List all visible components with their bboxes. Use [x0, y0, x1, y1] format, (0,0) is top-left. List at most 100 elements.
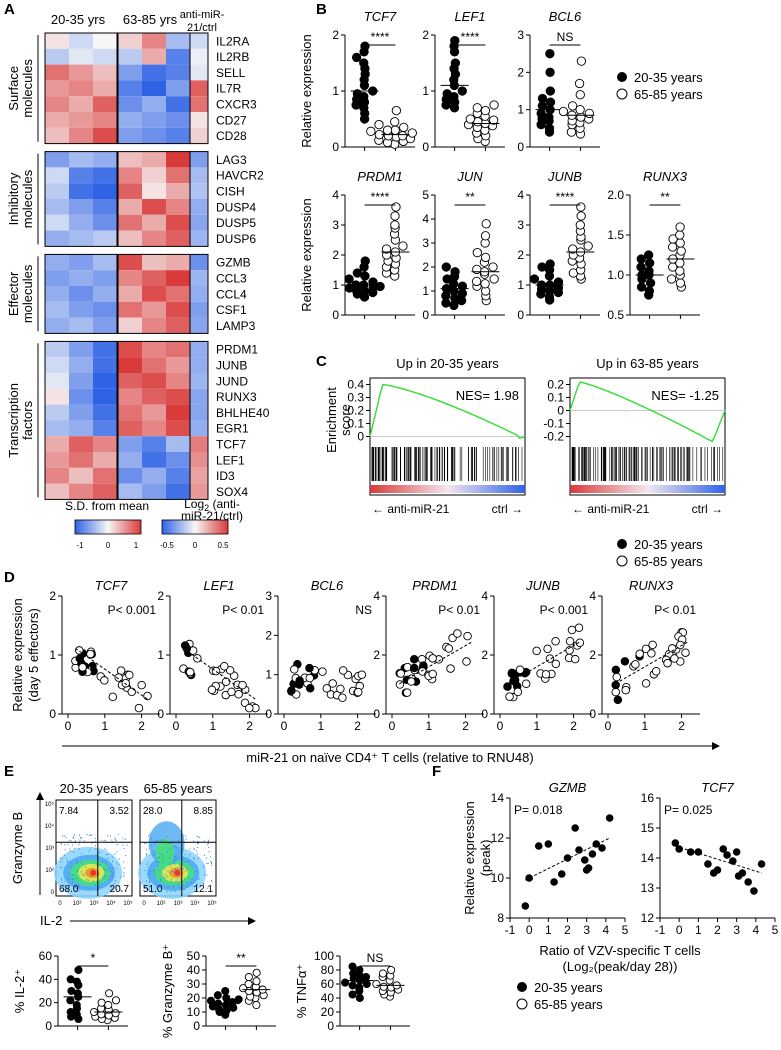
data-point-young: [620, 657, 630, 666]
heatmap-cell: [69, 199, 93, 215]
heatmap-cell: [69, 64, 93, 81]
data-point-old: [382, 125, 393, 135]
y-tick-label: 1: [332, 278, 339, 292]
data-point-old: [428, 669, 437, 679]
event-dot: [67, 860, 69, 862]
heatmap-cell-mir: [190, 48, 208, 65]
d-y-label-2: (day 5 effectors): [26, 608, 41, 702]
gsea-plot-1: Up in 20-35 years 0.40.30.20.10 NES= 1.98 ←…: [347, 356, 526, 516]
x-tick-label: 1: [545, 923, 552, 937]
data-point-old: [462, 657, 471, 666]
event-dot: [88, 834, 90, 836]
x-tick-label: 0: [497, 719, 504, 733]
heatmap-cell: [118, 127, 142, 144]
x-tick-label: 2: [462, 719, 469, 733]
event-dot: [157, 889, 159, 891]
flow-x-tick: 10⁵: [207, 900, 217, 907]
event-dot: [149, 881, 151, 883]
heatmap-cell: [142, 404, 166, 421]
legend-sd-tick: 1: [134, 541, 139, 550]
data-point-old: [387, 965, 396, 975]
x-tick-label: 4: [602, 923, 609, 937]
legend-log2-tick: 0: [193, 541, 198, 550]
y-tick-label: 20: [321, 1005, 335, 1019]
data-point-old: [574, 623, 584, 632]
event-dot: [150, 845, 152, 847]
event-dot: [174, 855, 176, 857]
event-dot: [197, 842, 199, 844]
density-contour: [90, 869, 97, 876]
heatmap-cell: [142, 420, 166, 437]
data-point-old: [125, 670, 134, 680]
data-point: [588, 850, 597, 858]
heatmap-cell: [69, 254, 93, 271]
x-tick-label: 5: [772, 923, 779, 937]
event-dot: [169, 864, 171, 866]
flow-y-tick: 10²: [45, 868, 54, 874]
event-dot: [123, 876, 125, 878]
data-point-young: [611, 665, 621, 675]
event-dot: [185, 838, 187, 840]
heatmap-cell: [166, 80, 190, 97]
event-dot: [145, 842, 147, 844]
data-point-young: [545, 86, 555, 96]
event-dot: [162, 861, 164, 863]
d-y-label: Relative expression: [10, 598, 25, 711]
event-dot: [107, 853, 109, 855]
density-contour: [174, 869, 181, 876]
event-dot: [119, 889, 121, 891]
event-dot: [106, 869, 108, 871]
y-tick-label: 12: [491, 831, 505, 845]
heatmap-cell: [93, 64, 117, 81]
heatmap-gene-label: LEF1: [216, 453, 245, 467]
event-dot: [112, 871, 114, 873]
data-point-old: [366, 126, 376, 136]
y-tick-label: 0.1: [347, 417, 364, 431]
event-dot: [78, 887, 80, 889]
data-point-old: [570, 654, 580, 664]
event-dot: [78, 885, 80, 887]
heatmap-gene-label: PRDM1: [216, 343, 258, 357]
arrow-left-label: ← anti-miR-21: [372, 502, 450, 516]
flow-x-tick: 10³: [90, 901, 99, 907]
heatmap-cell: [142, 301, 166, 318]
heatmap-cell-mir: [190, 230, 208, 247]
trend-line: [507, 640, 582, 685]
x-tick-label: 4: [752, 923, 759, 937]
flow-plot-2: 28.0 8.85 51.0 12.1 0 10² 10³ 10⁴ 10⁵: [138, 799, 217, 907]
event-dot: [148, 888, 150, 890]
plot-b-jun: 0 1 2 3 4 5 ** JUN: [422, 169, 505, 322]
x-tick-label: 3: [733, 923, 740, 937]
event-dot: [157, 840, 159, 842]
event-dot: [72, 836, 74, 838]
event-dot: [189, 848, 191, 850]
data-point-old: [675, 230, 685, 240]
heatmap-cell: [93, 286, 117, 302]
heatmap-cell: [166, 436, 190, 452]
y-tick-label: 0: [517, 140, 524, 154]
data-point: [750, 887, 758, 895]
y-tick-label: 0: [49, 707, 56, 721]
plot-d-prdm1: 0 2 4 0 1 2 PRDM1 P< 0.01: [373, 578, 484, 733]
enrichment-curve: [369, 383, 526, 440]
event-dot: [166, 851, 168, 853]
data-point-old: [391, 105, 402, 116]
y-tick-label: 2: [373, 648, 380, 662]
legend-b-old: 65-85 years: [634, 87, 703, 102]
heatmap-cell: [142, 96, 166, 112]
heatmap-cell: [166, 301, 190, 318]
event-dot: [83, 874, 85, 876]
y-tick-label: 30: [187, 977, 201, 991]
data-point-old: [402, 688, 412, 697]
panel-label-b: B: [316, 1, 327, 18]
event-dot: [64, 844, 66, 846]
data-point-old: [428, 654, 437, 663]
arrow-right-label: ctrl →: [492, 502, 523, 516]
enrichment-curve: [569, 381, 726, 443]
event-dot: [159, 840, 161, 842]
gene-title: GZMB: [549, 780, 587, 795]
heatmap-cell: [166, 96, 190, 112]
data-point-young: [360, 41, 370, 51]
heatmap-cell: [45, 112, 69, 128]
event-dot: [65, 857, 67, 859]
